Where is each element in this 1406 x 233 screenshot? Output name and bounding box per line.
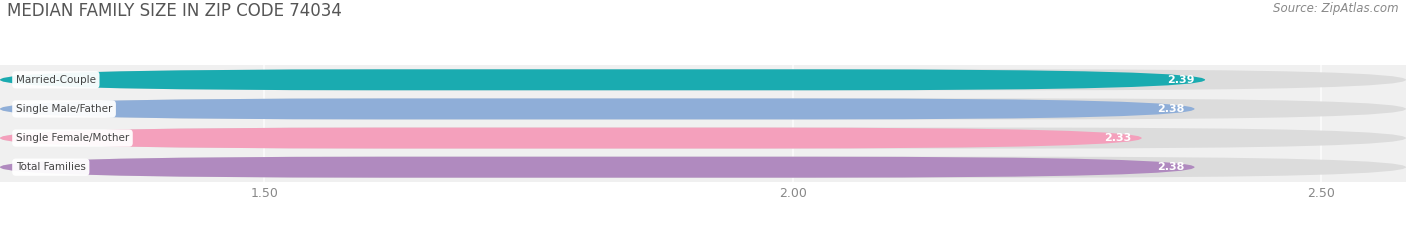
Text: 2.38: 2.38 [1157,104,1184,114]
FancyBboxPatch shape [0,98,1406,119]
FancyBboxPatch shape [0,98,1195,119]
Text: Source: ZipAtlas.com: Source: ZipAtlas.com [1274,2,1399,15]
FancyBboxPatch shape [0,69,1205,90]
Text: Married-Couple: Married-Couple [15,75,96,85]
Text: Total Families: Total Families [15,162,86,172]
Text: MEDIAN FAMILY SIZE IN ZIP CODE 74034: MEDIAN FAMILY SIZE IN ZIP CODE 74034 [7,2,342,20]
Text: 2.39: 2.39 [1167,75,1195,85]
FancyBboxPatch shape [0,128,1142,149]
Text: 2.38: 2.38 [1157,162,1184,172]
FancyBboxPatch shape [0,157,1406,178]
Text: Single Male/Father: Single Male/Father [15,104,112,114]
FancyBboxPatch shape [0,157,1195,178]
FancyBboxPatch shape [0,69,1406,90]
Text: 2.33: 2.33 [1104,133,1132,143]
Text: Single Female/Mother: Single Female/Mother [15,133,129,143]
FancyBboxPatch shape [0,128,1406,149]
